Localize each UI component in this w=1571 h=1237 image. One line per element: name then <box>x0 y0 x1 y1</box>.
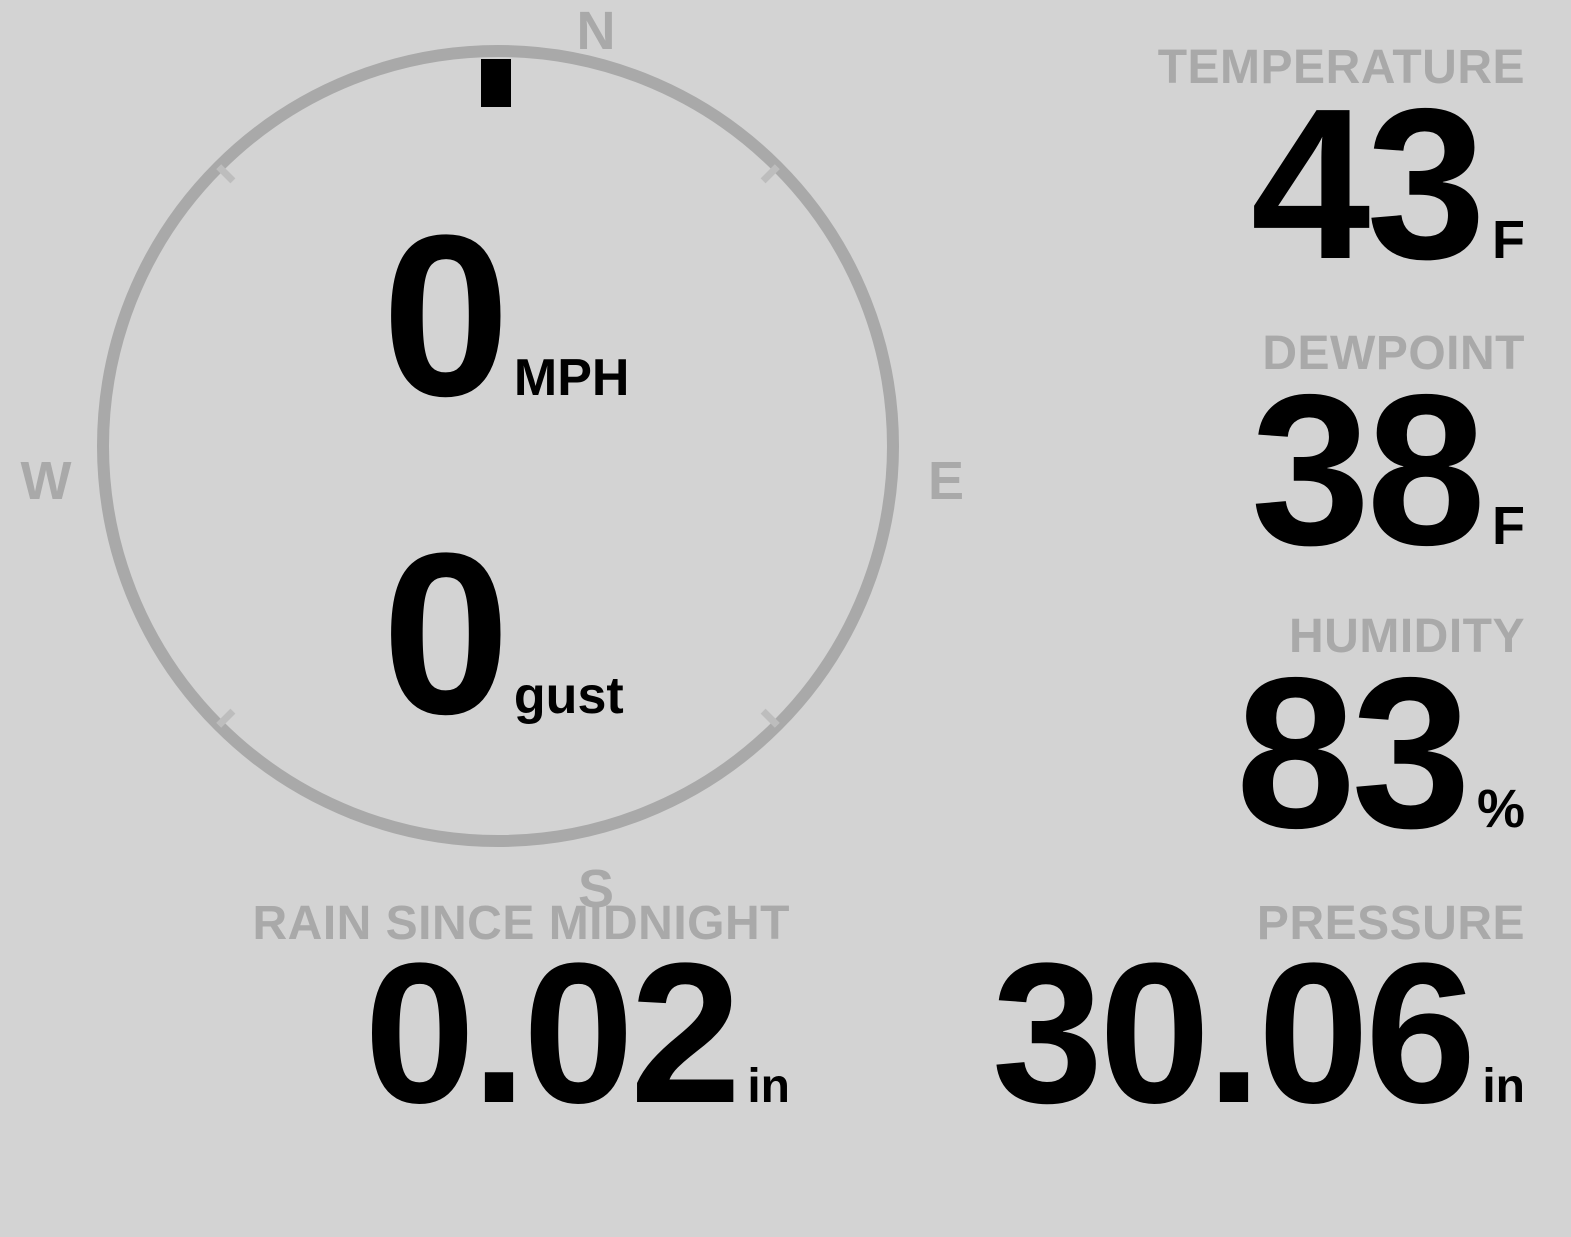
wind-speed-value: 0 <box>382 187 510 444</box>
pressure-label: PRESSURE <box>1256 897 1525 950</box>
temperature-label: TEMPERATURE <box>1157 41 1525 94</box>
temperature-unit: F <box>1492 210 1525 270</box>
dewpoint-value-row: 38 F <box>1250 349 1525 590</box>
rain-label: RAIN SINCE MIDNIGHT <box>252 897 790 950</box>
rain-value-row: 0.02 in <box>253 922 790 1145</box>
dewpoint-value: 38 <box>1250 349 1486 590</box>
compass-label-west: W <box>20 451 72 511</box>
pressure-panel: PRESSURE 30.06 in <box>991 897 1525 1145</box>
compass-label-south: S <box>577 859 615 919</box>
wind-compass: N E S W 0 MPH 0 gust <box>21 4 965 916</box>
pressure-unit: in <box>1482 1060 1525 1113</box>
compass-ring-icon <box>97 45 899 847</box>
dewpoint-panel: DEWPOINT 38 F <box>1250 327 1525 590</box>
wind-direction-pointer-icon <box>481 59 511 107</box>
wind-gust-readout: 0 gust <box>382 505 624 762</box>
humidity-unit: % <box>1476 779 1525 839</box>
wind-gust-unit: gust <box>513 667 624 725</box>
wind-speed-unit: MPH <box>513 349 630 407</box>
temperature-panel: TEMPERATURE 43 F <box>1157 41 1525 304</box>
wind-gust-value: 0 <box>382 505 510 762</box>
compass-label-north: N <box>576 1 616 61</box>
dewpoint-label: DEWPOINT <box>1262 327 1525 380</box>
humidity-label: HUMIDITY <box>1289 610 1525 663</box>
temperature-value-row: 43 F <box>1158 63 1525 304</box>
temperature-value: 43 <box>1250 63 1486 304</box>
rain-panel: RAIN SINCE MIDNIGHT 0.02 in <box>252 897 791 1145</box>
dewpoint-unit: F <box>1492 496 1525 556</box>
pressure-value: 30.06 <box>991 922 1476 1145</box>
humidity-value-row: 83 % <box>1235 632 1525 873</box>
humidity-value: 83 <box>1235 632 1471 873</box>
rain-unit: in <box>747 1060 790 1113</box>
pressure-value-row: 30.06 in <box>991 922 1525 1145</box>
wind-speed-readout: 0 MPH <box>382 187 630 444</box>
compass-label-east: E <box>927 451 965 511</box>
rain-value: 0.02 <box>364 922 741 1145</box>
humidity-panel: HUMIDITY 83 % <box>1235 610 1525 873</box>
